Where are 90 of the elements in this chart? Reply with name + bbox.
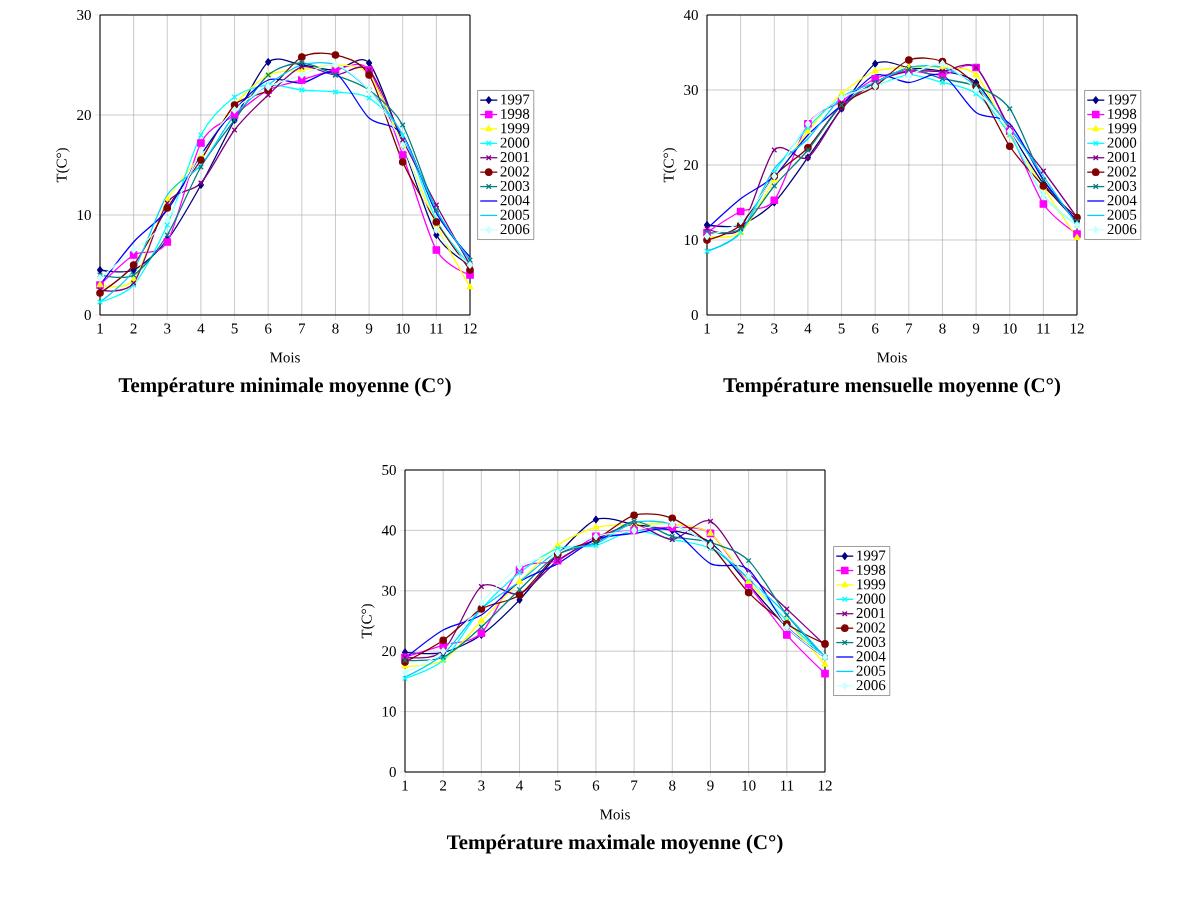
x-tick-label: 5: [554, 780, 561, 791]
y-tick-label: 0: [691, 309, 698, 321]
y-tick-label: 20: [77, 109, 91, 121]
y-axis-title: T(C°): [663, 148, 677, 183]
legend-label: 1998: [857, 564, 886, 575]
y-tick-label: 30: [684, 84, 698, 96]
x-tick-label: 5: [231, 323, 238, 334]
legend-label: 1999: [1108, 123, 1137, 134]
text: Température maximale moyenne (C°): [447, 834, 783, 854]
legend-label: 2001: [856, 608, 885, 619]
x-axis-title: Mois: [600, 809, 630, 820]
x-tick-label: 7: [906, 323, 913, 334]
legend-label: 2003: [500, 180, 530, 191]
x-tick-label: 7: [299, 323, 306, 334]
y-tick-label: 30: [77, 9, 91, 21]
y-tick-label: 20: [382, 646, 396, 657]
legend-label: 1999: [501, 123, 530, 134]
x-tick-label: 11: [1037, 323, 1050, 334]
x-tick-label: 2: [130, 323, 137, 334]
x-tick-label: 9: [972, 323, 980, 334]
x-tick-label: 6: [872, 323, 879, 334]
x-tick-label: 2: [737, 323, 744, 334]
y-tick-label: 0: [389, 766, 396, 778]
legend-label: 1998: [501, 108, 530, 119]
x-tick-label: 4: [197, 323, 205, 334]
x-tick-label: 4: [804, 323, 812, 334]
y-tick-label: 10: [77, 209, 91, 221]
legend-label: 2006: [856, 680, 886, 691]
x-tick-label: 9: [365, 323, 373, 334]
legend-label: 2005: [856, 665, 886, 676]
legend-label: 2004: [500, 195, 530, 206]
x-tick-label: 9: [707, 780, 714, 791]
x-tick-label: 12: [818, 780, 832, 791]
x-tick-label: 3: [478, 780, 485, 791]
y-tick-label: 30: [382, 585, 396, 596]
x-tick-label: 8: [332, 323, 339, 334]
legend-label: 2006: [500, 224, 530, 235]
x-tick-label: 4: [516, 780, 524, 791]
legend-label: 2003: [856, 636, 886, 647]
y-axis-title: T(C°): [56, 148, 70, 183]
legend-label: 2005: [500, 209, 530, 220]
y-tick-label: 50: [382, 464, 396, 476]
legend-label: 2000: [1107, 137, 1137, 148]
x-axis-title: Mois: [270, 352, 300, 363]
x-tick-label: 2: [440, 780, 447, 791]
x-tick-label: 8: [939, 323, 946, 334]
text: Température mensuelle moyenne (C°): [723, 377, 1061, 397]
x-tick-label: 11: [780, 780, 794, 791]
legend-label: 1997: [1108, 94, 1137, 105]
x-tick-label: 10: [1003, 323, 1017, 334]
x-tick-label: 12: [463, 323, 477, 334]
legend-label: 2001: [500, 152, 529, 163]
y-tick-label: 10: [684, 234, 698, 246]
x-tick-label: 10: [396, 323, 410, 334]
legend-label: 2001: [1107, 152, 1136, 163]
x-tick-label: 10: [742, 780, 756, 791]
x-tick-label: 5: [838, 323, 845, 334]
x-axis-title: Mois: [877, 352, 907, 363]
x-tick-label: 3: [164, 323, 171, 334]
legend-label: 2000: [500, 137, 530, 148]
x-tick-label: 6: [592, 780, 600, 791]
y-tick-label: 10: [382, 706, 396, 717]
x-tick-label: 3: [771, 323, 778, 334]
legend-label: 2006: [1107, 224, 1137, 235]
legend-label: 2005: [1107, 209, 1137, 220]
legend-label: 2003: [1107, 180, 1137, 191]
x-tick-label: 12: [1070, 323, 1084, 334]
legend-label: 2002: [1107, 166, 1136, 177]
x-tick-label: 8: [669, 780, 676, 791]
legend-label: 1997: [501, 94, 530, 105]
y-tick-label: 40: [683, 9, 698, 21]
text: Température minimale moyenne (C°): [118, 377, 451, 397]
legend-label: 1997: [857, 550, 886, 561]
y-tick-label: 40: [381, 525, 396, 536]
x-tick-label: 1: [704, 323, 710, 334]
x-tick-label: 6: [265, 323, 272, 334]
legend-label: 2000: [856, 593, 886, 604]
x-tick-label: 1: [97, 323, 103, 334]
legend-label: 2004: [1107, 195, 1137, 206]
y-axis-title: T(C°): [361, 604, 375, 639]
legend-label: 1998: [1108, 108, 1137, 119]
y-tick-label: 0: [84, 309, 91, 321]
x-tick-label: 1: [402, 780, 408, 791]
legend-label: 1999: [857, 579, 886, 590]
x-tick-label: 11: [430, 323, 443, 334]
x-tick-label: 7: [631, 780, 638, 791]
y-tick-label: 20: [684, 159, 698, 171]
legend-label: 2004: [856, 651, 886, 662]
legend-label: 2002: [856, 622, 885, 633]
legend-label: 2002: [500, 166, 529, 177]
